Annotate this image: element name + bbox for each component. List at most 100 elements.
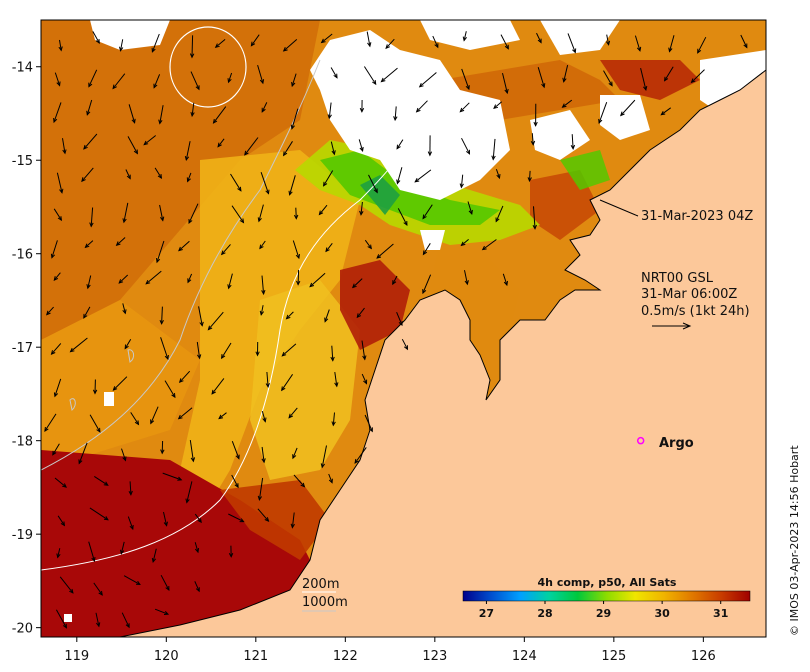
current-vector (661, 107, 671, 116)
current-vector (244, 137, 259, 156)
current-vector (54, 72, 61, 86)
sst-time-pointer (599, 199, 639, 217)
current-vector-head (572, 48, 577, 54)
lon-axis: 119 120 121 122 123 124 125 126 (64, 637, 716, 664)
current-vector-head (427, 151, 433, 157)
current-vector-head (190, 457, 196, 463)
current-vector-head (171, 393, 176, 399)
current-vector-head (178, 378, 184, 384)
current-vector (95, 612, 100, 627)
current-vector-head (151, 47, 156, 53)
current-vector (261, 410, 266, 422)
current-vector-head (320, 463, 326, 469)
current-vector-head (541, 83, 546, 89)
current-vector (89, 414, 101, 433)
current-vector (145, 270, 162, 285)
current-vector-head (195, 85, 200, 91)
current-vector-head (126, 174, 131, 180)
current-vector-head (237, 186, 242, 192)
current-vector-head (128, 490, 133, 496)
current-vector-head (50, 253, 56, 259)
argo-marker[interactable] (636, 436, 645, 445)
current-vector-head (177, 414, 183, 420)
current-vector (87, 275, 92, 289)
current-vector-head (96, 427, 101, 433)
map-area (41, 20, 766, 637)
current-vector-head (62, 149, 67, 155)
current-vector-head (351, 283, 357, 289)
current-vector-head (56, 81, 61, 87)
current-vector (128, 104, 136, 123)
current-vector (56, 172, 63, 193)
current-vector (292, 447, 298, 459)
current-vector (46, 306, 54, 315)
current-vector (531, 133, 534, 145)
current-vector-head (459, 183, 464, 189)
lat-tick-label: -15 (12, 154, 33, 169)
current-vector (563, 64, 569, 82)
current-vector (562, 99, 573, 108)
current-vector-head (418, 82, 424, 88)
current-vector-head (44, 426, 49, 432)
current-vector (53, 102, 62, 123)
current-vector-head (393, 116, 398, 122)
current-vector (194, 581, 200, 592)
current-vector-head (159, 216, 165, 222)
current-vector (86, 99, 93, 115)
current-vector-head (259, 310, 265, 316)
current-vector-head (56, 553, 61, 559)
current-vector (502, 72, 508, 94)
current-vector (495, 205, 504, 222)
current-vector-head (160, 449, 165, 455)
current-vector (396, 312, 403, 326)
credit-text: © IMOS 03-Apr-2023 14:56 Hobart (788, 445, 801, 636)
current-vector (154, 167, 162, 179)
current-vector-head (199, 321, 204, 327)
current-vector-head (403, 345, 409, 351)
current-vector (218, 412, 227, 419)
current-vector (44, 413, 57, 432)
current-vector (129, 481, 132, 495)
current-vector (356, 307, 365, 318)
current-vector-head (122, 309, 127, 315)
current-vector (571, 134, 574, 149)
current-vector (88, 69, 98, 87)
current-vector (250, 34, 260, 46)
contour-1000m-label: 1000m (302, 595, 348, 610)
current-vector-head (530, 140, 536, 146)
current-vector (89, 507, 109, 521)
current-vector (163, 511, 168, 526)
current-vector (258, 204, 264, 222)
current-vector (664, 66, 674, 81)
current-vector (321, 445, 327, 468)
current-vector (669, 35, 675, 52)
current-vector (376, 243, 394, 259)
current-vector-head (643, 85, 648, 92)
current-vector-head (62, 483, 67, 488)
current-vector (381, 67, 398, 82)
current-vector (492, 138, 496, 160)
current-vector (385, 38, 395, 49)
current-vector-head (217, 142, 222, 148)
current-vector (92, 31, 100, 44)
current-vector-head (211, 389, 216, 395)
current-vector-head (292, 454, 297, 460)
current-vector-head (465, 149, 471, 155)
current-vector-head (122, 456, 127, 462)
current-vector-head (285, 314, 291, 320)
current-vector-head (261, 107, 266, 113)
current-vector-head (403, 220, 408, 227)
current-vector-head (481, 245, 487, 251)
current-vector-head (367, 244, 372, 250)
current-vector (640, 67, 647, 91)
current-vector-head (259, 244, 264, 250)
current-vector-head (89, 222, 94, 228)
current-vector (159, 204, 164, 221)
current-vector (187, 172, 192, 182)
current-vector-head (178, 246, 183, 252)
current-vector-head (261, 458, 266, 464)
current-vector-head (58, 46, 63, 52)
current-vector-head (134, 420, 140, 426)
current-vector-head (53, 117, 58, 124)
colorbar-tick-label: 29 (596, 607, 611, 620)
